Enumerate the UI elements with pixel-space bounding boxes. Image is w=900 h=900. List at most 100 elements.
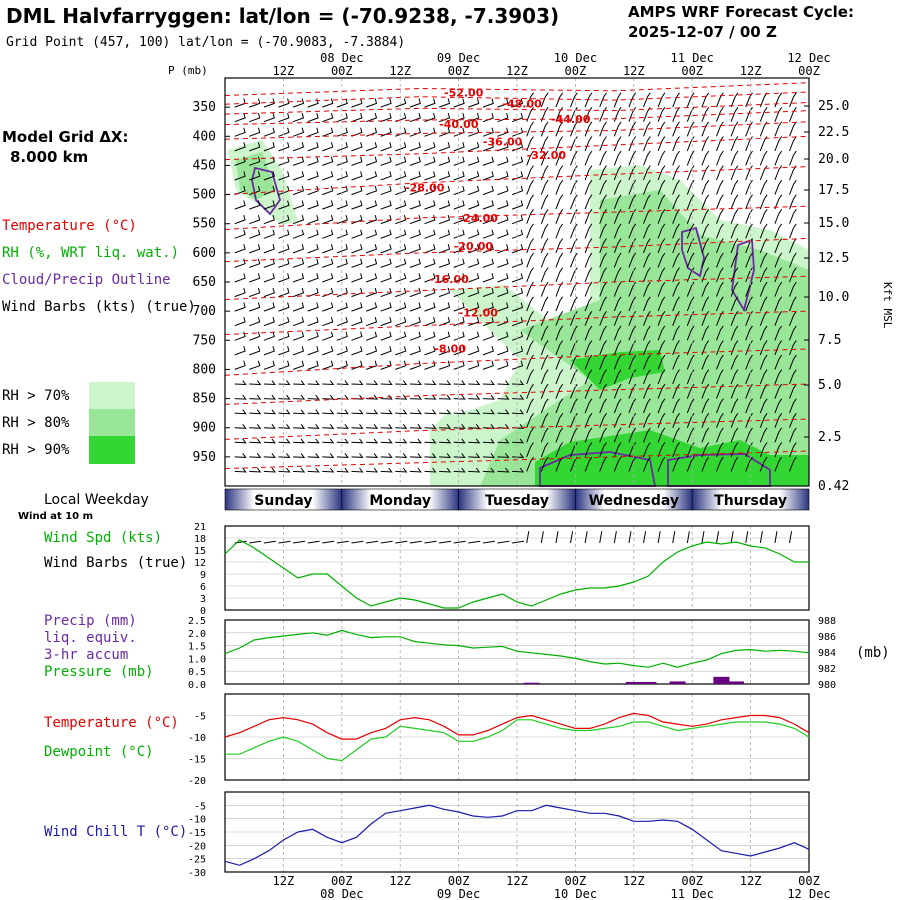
wind-barb [482, 346, 494, 356]
precip-bar [728, 681, 744, 684]
wind-barb [395, 409, 408, 415]
legend-cloud: Cloud/Precip Outline [2, 272, 171, 288]
wind-barb [570, 427, 578, 443]
wind-barb [424, 185, 436, 196]
wind-barb [672, 267, 680, 283]
temperature-panel: -20 -15 -10 -5 [188, 693, 810, 787]
top-date-label: 11 Dec [671, 51, 714, 65]
bottom-date-label: 09 Dec [437, 887, 480, 900]
isotherm-line [224, 450, 810, 469]
wind-barb [497, 409, 510, 415]
wind-barb [716, 150, 724, 166]
top-hour-label: 12Z [506, 64, 528, 78]
wind-barb [424, 424, 437, 429]
wind-barb [365, 244, 378, 254]
wind-barb [424, 360, 436, 370]
wind-barb [686, 456, 695, 472]
wind-barb [453, 394, 466, 400]
wind-barb [380, 316, 392, 327]
wind-barb [336, 453, 349, 458]
wind-barb [526, 165, 534, 181]
wind-barb [351, 316, 363, 327]
wind-barb [322, 258, 334, 268]
wind-barb [322, 112, 334, 123]
wind-barb [570, 383, 578, 399]
surface-wind-barb [293, 540, 306, 544]
wind-barb [511, 156, 524, 166]
temperature-tick: -5 [194, 712, 206, 723]
wind-barb [657, 325, 666, 341]
wind-barb [599, 267, 607, 283]
wind-barb [686, 194, 695, 210]
wind-barb [686, 398, 695, 414]
wind-barb [584, 442, 593, 458]
wind-barb [511, 214, 524, 225]
wind-barb [628, 194, 637, 210]
wind-barb [351, 258, 363, 268]
pressure-tick-label: 400 [193, 129, 216, 144]
wind-barb [468, 171, 480, 181]
wind-barb [351, 214, 363, 225]
wind-barb [701, 209, 710, 224]
wind-barb [351, 360, 363, 370]
pressure-tick-label: 450 [193, 158, 216, 173]
bottom-hour-label: 00Z [681, 874, 703, 888]
wind-barb [453, 438, 466, 444]
wind-barb [628, 340, 637, 356]
wind-barb [322, 360, 334, 370]
rh70-swatch [89, 382, 135, 409]
isotherm-label: -28.00 [405, 182, 445, 195]
wind-barb [599, 194, 607, 210]
wind-barb [774, 165, 783, 181]
wind-barb [774, 442, 783, 458]
weekday-label: Wednesday [589, 493, 679, 509]
wind-barb [365, 287, 378, 298]
wind-barb [672, 398, 680, 414]
temperature-tick: -15 [188, 755, 206, 766]
wind-barb [453, 200, 465, 210]
wind-barb [380, 142, 392, 152]
wind-barb [570, 413, 578, 428]
weekday-label: Thursday [714, 493, 787, 509]
wind-barb [365, 273, 378, 283]
wind-barb [686, 179, 695, 195]
wind-barb [234, 171, 246, 181]
wind-barb [570, 311, 578, 326]
wind-barb [322, 127, 334, 137]
wind-barb [774, 223, 783, 239]
wind-barb [351, 185, 363, 196]
wind-barb [657, 456, 666, 472]
wind-barb [395, 273, 407, 283]
wind-barb [599, 325, 607, 341]
wind-barb [336, 156, 348, 166]
wind-barb [570, 194, 578, 210]
temperature-legend-label: Temperature (°C) [44, 715, 179, 731]
wind-barb [657, 427, 666, 443]
wind-barb [395, 380, 408, 386]
wind-barb [657, 340, 666, 356]
wind-barb [292, 185, 305, 196]
wind-barb [555, 121, 564, 137]
wind-barb [540, 398, 549, 414]
wind-barb [555, 296, 564, 312]
wind-barbs-label: Wind Barbs (true) [44, 555, 187, 571]
wind-barb [730, 413, 739, 428]
wind-barb [555, 165, 564, 181]
wind-barb [672, 442, 680, 458]
wind-barb [716, 92, 724, 108]
wind-barb [730, 165, 739, 181]
wind-barb [351, 331, 363, 341]
wind-speed-tick: 9 [200, 570, 206, 581]
wind-barb [395, 424, 408, 429]
wind-barb [497, 214, 509, 225]
wind-barb [730, 325, 739, 341]
surface-wind-barb [453, 540, 466, 544]
wind-barb [540, 165, 549, 181]
wind-barb [643, 325, 651, 341]
wind-barb [584, 296, 593, 312]
wind-barb [380, 185, 392, 196]
wind-barb [613, 311, 622, 326]
wind-barb [789, 296, 797, 312]
wind-barb [643, 165, 651, 181]
wind-barb [366, 380, 379, 386]
